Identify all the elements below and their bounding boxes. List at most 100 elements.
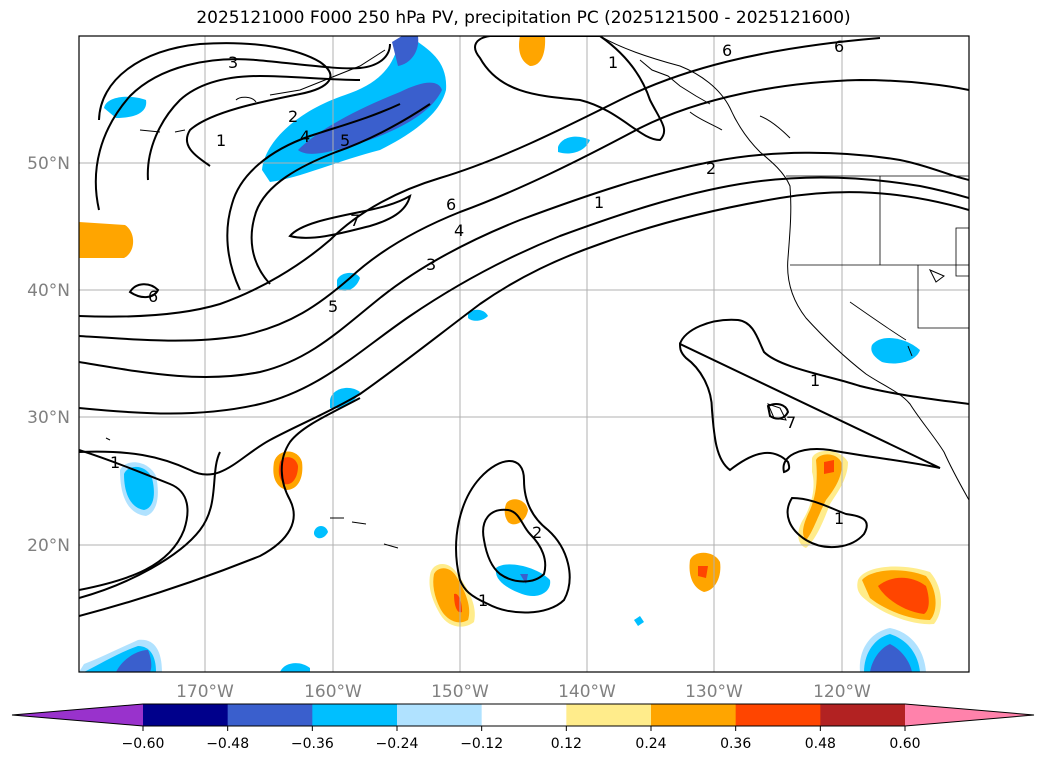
contour-label: 1 [594, 193, 604, 212]
lon-tick-label: 120°W [813, 682, 871, 702]
contour-label: 6 [834, 37, 844, 56]
contour-label: 1 [216, 131, 226, 150]
contour-label: 6 [148, 287, 158, 306]
precip-negative-south-bottom [859, 628, 926, 672]
precip-negative-aleutian [262, 36, 447, 182]
lat-axis: 20°N 30°N 40°N 50°N [27, 154, 70, 556]
lat-tick-label: 50°N [27, 154, 70, 174]
colorbar-tick-label: −0.24 [376, 736, 419, 752]
precip-positive-baja [798, 450, 848, 548]
precip-negative-bottom [280, 663, 310, 672]
svg-text:1: 1 [834, 509, 844, 528]
contour-label: 1 [608, 53, 618, 72]
svg-text:4: 4 [300, 127, 310, 146]
svg-text:1: 1 [216, 131, 226, 150]
svg-text:2: 2 [288, 107, 298, 126]
colorbar-tick-label: −0.48 [206, 736, 249, 752]
svg-text:40°N: 40°N [27, 281, 70, 301]
svg-text:20°N: 20°N [27, 536, 70, 556]
colorbar-cell [735, 704, 821, 726]
contour-label: 3 [228, 53, 238, 72]
colorbar-cell [481, 704, 567, 726]
precip-negative-speck [634, 616, 644, 626]
lat-tick-label: 20°N [27, 536, 70, 556]
contour-label: 4 [454, 221, 464, 240]
contour-label: 4 [300, 127, 310, 146]
pv-contours [79, 36, 969, 617]
colorbar-cell [566, 704, 652, 726]
contour-label: 2 [532, 523, 542, 542]
colorbar-tick-label: −0.60 [122, 736, 165, 752]
contour-label: 1 [810, 371, 820, 390]
svg-text:1: 1 [810, 371, 820, 390]
svg-text:140°W: 140°W [558, 682, 616, 702]
lon-tick-label: 170°W [176, 682, 234, 702]
colorbar-tick-label: −0.36 [291, 736, 334, 752]
svg-text:6: 6 [148, 287, 158, 306]
contour-labels: 3 2 1 4 5 6 7 6 5 3 4 6 2 1 1 7 1 2 1 1 … [110, 37, 844, 610]
lon-tick-label: 150°W [431, 682, 489, 702]
precip-negative-southwest [79, 639, 162, 672]
svg-text:2: 2 [706, 159, 716, 178]
lat-tick-label: 40°N [27, 281, 70, 301]
gridlines [79, 36, 969, 672]
colorbar-cell [651, 704, 737, 726]
svg-text:7: 7 [786, 413, 796, 432]
colorbar-tick-label: 0.60 [889, 736, 920, 752]
map-frame [78, 35, 970, 673]
colorbar-cell [397, 704, 483, 726]
precip-positive-north [519, 36, 546, 66]
contour-label: 7 [350, 211, 360, 230]
contour-label: 6 [722, 41, 732, 60]
map-background [79, 36, 969, 672]
svg-text:1: 1 [110, 453, 120, 472]
colorbar-cell [227, 704, 313, 726]
precip-negative-nw [104, 96, 147, 118]
contour-label: 2 [706, 159, 716, 178]
svg-text:7: 7 [350, 211, 360, 230]
lon-axis: 170°W 160°W 150°W 140°W 130°W 120°W [176, 682, 871, 702]
svg-text:5: 5 [340, 131, 350, 150]
precip-negative-california [871, 337, 920, 364]
svg-text:3: 3 [426, 255, 436, 274]
svg-text:6: 6 [834, 37, 844, 56]
svg-text:50°N: 50°N [27, 154, 70, 174]
contour-label: 3 [426, 255, 436, 274]
svg-text:6: 6 [446, 195, 456, 214]
svg-text:5: 5 [328, 297, 338, 316]
precip-positive-east [689, 552, 721, 592]
svg-text:120°W: 120°W [813, 682, 871, 702]
colorbar-tick-label: −0.12 [460, 736, 503, 752]
precip-positive-hawaii-nw [273, 451, 303, 490]
svg-text:30°N: 30°N [27, 408, 70, 428]
svg-text:1: 1 [594, 193, 604, 212]
contour-label: 1 [110, 453, 120, 472]
contour-label: 6 [446, 195, 456, 214]
svg-text:1: 1 [478, 591, 488, 610]
precip-negative-mid2 [468, 309, 488, 321]
colorbar-tick-label: 0.12 [551, 736, 582, 752]
svg-text:6: 6 [722, 41, 732, 60]
svg-text:170°W: 170°W [176, 682, 234, 702]
svg-text:160°W: 160°W [304, 682, 362, 702]
contour-label: 1 [478, 591, 488, 610]
colorbar-tick-label: 0.24 [635, 736, 666, 752]
contour-label: 5 [328, 297, 338, 316]
svg-text:150°W: 150°W [431, 682, 489, 702]
precip-negative-mid1 [337, 272, 360, 291]
colorbar-extend-high [905, 704, 1034, 726]
colorbar-tick-label: 0.48 [805, 736, 836, 752]
colorbar-cell [820, 704, 906, 726]
state-borders [786, 175, 969, 341]
lon-tick-label: 140°W [558, 682, 616, 702]
lat-tick-label: 30°N [27, 408, 70, 428]
svg-text:3: 3 [228, 53, 238, 72]
precip-negative-gulf [558, 136, 590, 154]
colorbar: −0.60 −0.48 −0.36 −0.24 −0.12 0.12 0.24 0.36 0.4… [11, 703, 1035, 752]
precip-negative-mid3 [330, 387, 360, 409]
colorbar-tick-label: 0.36 [720, 736, 751, 752]
colorbar-extend-low [12, 704, 143, 726]
precip-positive-center [504, 499, 528, 525]
chart-title: 2025121000 F000 250 hPa PV, precipitatio… [196, 8, 851, 28]
